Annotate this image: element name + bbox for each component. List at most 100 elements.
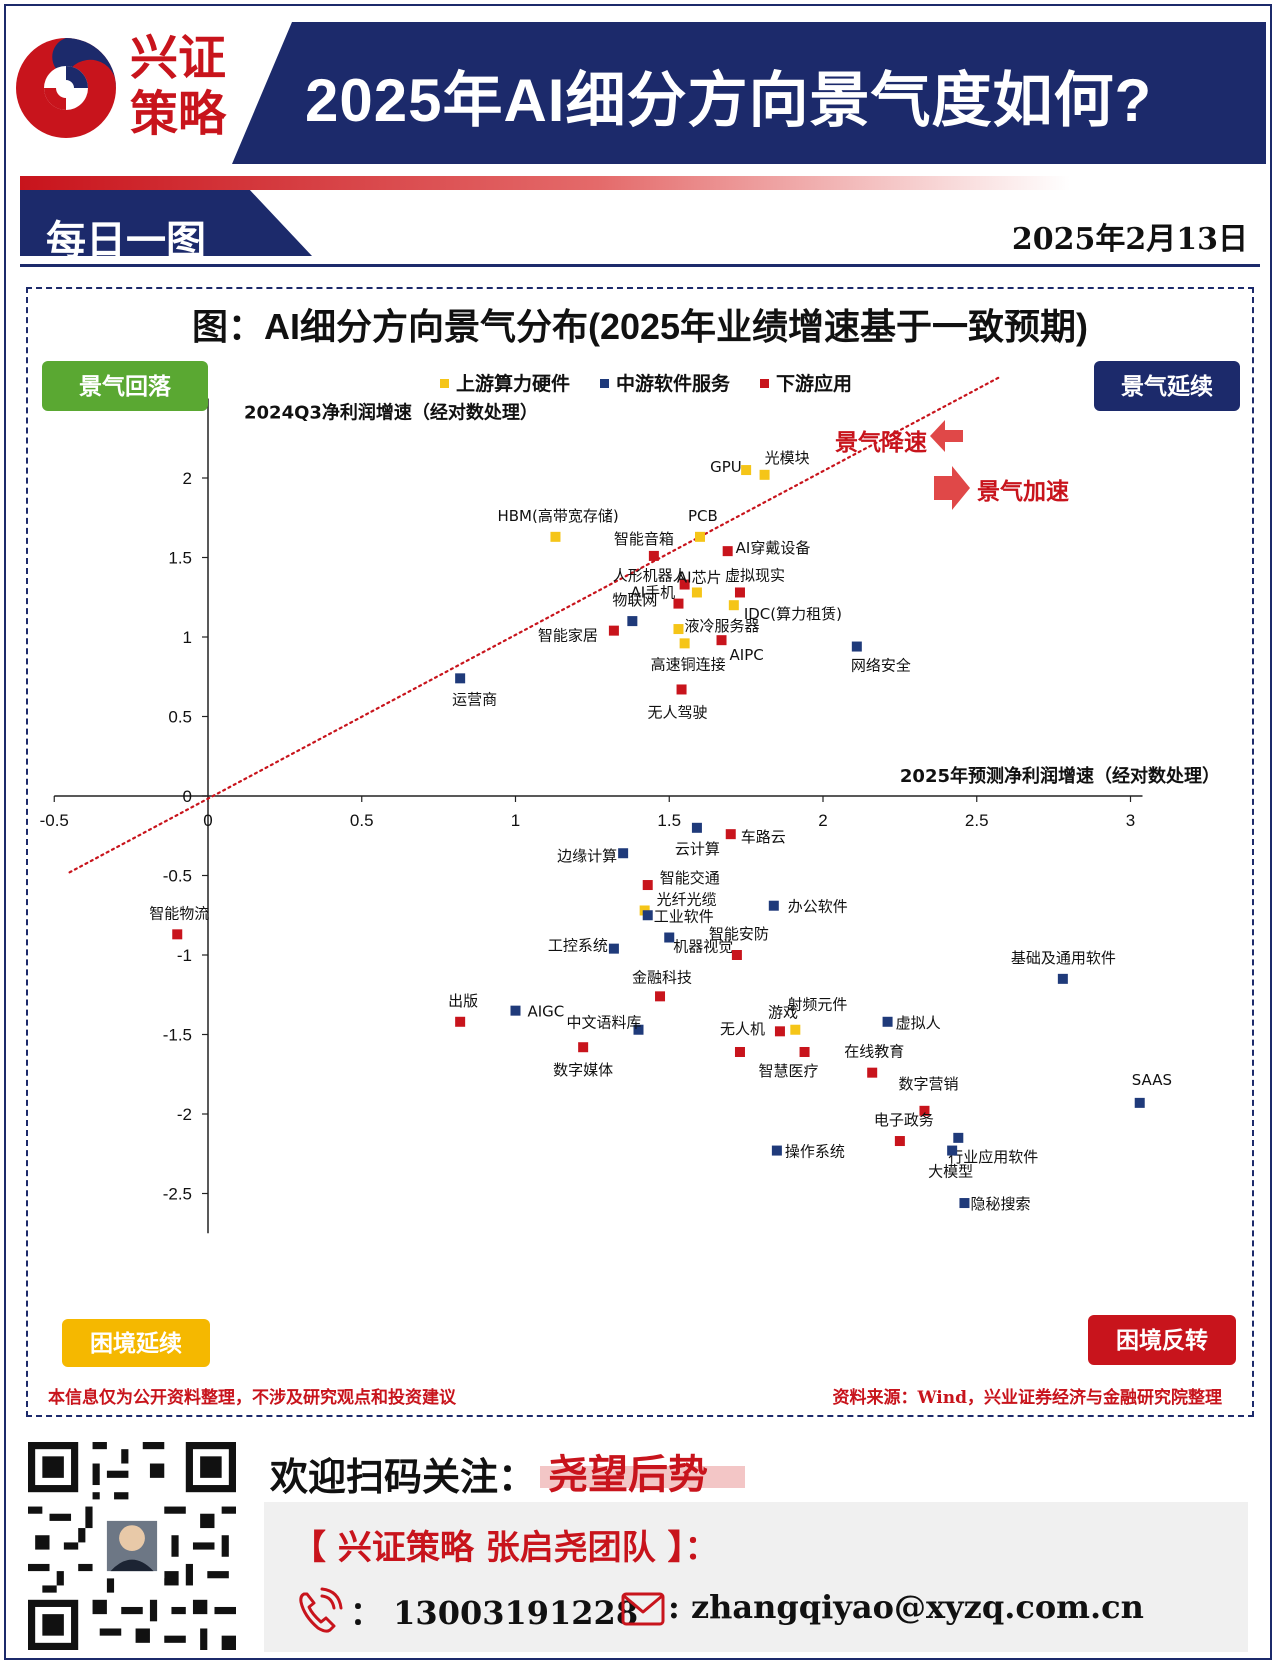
trendline — [68, 376, 1000, 874]
y-tick-label: -1.5 — [163, 1026, 192, 1045]
legend-marker — [440, 379, 449, 388]
point-label: 出版 — [448, 992, 478, 1010]
scatter-chart: -0.5 0 0.5 1 1.5 2 2.5 3 -2.5 -2 -1.5 -1 -0.5 0 0.5 1 1.… — [40, 361, 1240, 1367]
scatter-point — [1057, 973, 1068, 984]
point-label: 数字媒体 — [553, 1061, 613, 1079]
point-label: 物联网 — [612, 591, 657, 609]
point-label: 智能物流 — [149, 904, 209, 922]
scatter-point — [691, 587, 702, 598]
x-tick-label: 1 — [511, 811, 520, 830]
y-tick-label: 2 — [183, 469, 192, 488]
email-colon: : — [668, 1588, 680, 1626]
publish-date: 2025年2月13日 — [1011, 222, 1248, 257]
scatter-point — [919, 1105, 930, 1116]
scatter-point — [455, 1016, 466, 1027]
legend-label: 上游算力硬件 — [456, 372, 570, 395]
page-frame — [4, 4, 1272, 1660]
scatter-point — [947, 1145, 958, 1156]
point-label: 车路云 — [741, 828, 786, 846]
quadrant-top-left-badge — [42, 361, 208, 411]
scatter-point — [648, 550, 659, 561]
scatter-point — [608, 943, 619, 954]
scatter-point — [894, 1136, 905, 1147]
y-tick-label: 1.5 — [168, 549, 192, 568]
point-label: 中文语料库 — [567, 1014, 642, 1032]
y-axis-title: 2024Q3净利润增速（经对数处理） — [244, 402, 538, 424]
point-label: GPU — [710, 458, 742, 476]
point-label: 智能音箱 — [614, 530, 674, 548]
decel-arrow-icon — [930, 420, 963, 452]
point-label: SAAS — [1132, 1071, 1172, 1089]
scatter-point — [695, 531, 705, 542]
point-label: 电子政务 — [874, 1111, 934, 1129]
legend-label: 下游应用 — [776, 372, 852, 395]
phone-number[interactable]: ： 13003191228 — [350, 1588, 638, 1634]
point-label: 工业软件 — [654, 907, 714, 925]
point-label: 智能家居 — [538, 627, 598, 645]
scatter-point — [679, 638, 690, 649]
point-label: 云计算 — [675, 840, 720, 858]
point-label: IDC(算力租赁) — [744, 605, 842, 623]
point-label: 无人机 — [720, 1020, 765, 1038]
x-tick-label: 2.5 — [965, 811, 989, 830]
point-label: 机器视觉 — [673, 938, 733, 956]
legend-marker — [600, 379, 609, 388]
point-label: 无人驾驶 — [648, 703, 708, 721]
scatter-point — [550, 531, 561, 542]
y-tick-label: -2.5 — [163, 1185, 192, 1204]
brand-logo: 兴证 策略 — [14, 30, 244, 150]
scatter-point — [882, 1016, 893, 1027]
point-label: 智慧医疗 — [759, 1062, 819, 1080]
navy-divider — [20, 264, 1260, 267]
point-label: AI穿戴设备 — [736, 539, 811, 557]
point-label: 运营商 — [452, 690, 497, 708]
phone-icon — [299, 1587, 343, 1633]
y-tick-label: -1 — [177, 946, 192, 965]
scatter-point — [734, 587, 745, 598]
x-tick-label: 0 — [203, 811, 212, 830]
y-tick-label: -2 — [177, 1105, 192, 1124]
phone-value: 13003191228 — [393, 1594, 639, 1632]
point-label: 虚拟现实 — [725, 566, 785, 584]
scatter-point — [608, 625, 619, 636]
legend-marker — [760, 379, 769, 388]
point-label: HBM(高带宽存储) — [497, 507, 618, 525]
quadrant-top-left-label: 景气回落 — [79, 373, 172, 400]
scatter-point — [627, 616, 638, 627]
point-label: 智能安防 — [709, 925, 769, 943]
quadrant-bottom-left-label: 困境延续 — [90, 1330, 182, 1357]
point-label: 光纤光缆 — [657, 890, 717, 908]
y-tick-label: -0.5 — [163, 867, 192, 886]
scatter-point — [633, 1024, 644, 1035]
x-tick-label: 1.5 — [657, 811, 681, 830]
point-label: 高速铜连接 — [651, 655, 726, 673]
y-tick-label: 0 — [183, 787, 192, 806]
quadrant-bottom-left-badge — [62, 1319, 210, 1367]
qr-code-icon[interactable] — [28, 1442, 236, 1650]
daily-chart-tag: 每日一图 — [46, 217, 206, 264]
team-name: 【 兴证策略 张启尧团队 】： — [292, 1528, 719, 1568]
scatter-point — [799, 1046, 810, 1057]
title-banner-shape — [232, 22, 1266, 164]
y-tick-label: 1 — [183, 628, 192, 647]
quadrant-top-right-badge — [1094, 361, 1240, 411]
scatter-point — [691, 822, 702, 833]
scatter-point — [867, 1067, 878, 1078]
point-label: 虚拟人 — [896, 1014, 941, 1032]
email-address[interactable]: : zhangqiyao@xyzq.com.cn — [668, 1588, 1144, 1626]
scatter-point — [455, 673, 466, 684]
accel-arrow-icon — [934, 466, 970, 510]
point-label: PCB — [688, 507, 718, 525]
y-tick-label: 0.5 — [168, 708, 192, 727]
scatter-point — [771, 1145, 782, 1156]
follow-label: 欢迎扫码关注： — [270, 1454, 537, 1499]
disclaimer-text: 本信息仅为公开资料整理，不涉及研究观点和投资建议 — [48, 1388, 456, 1408]
header-banner — [20, 22, 1266, 256]
point-label: 数字营销 — [898, 1075, 958, 1093]
scatter-point — [959, 1198, 970, 1209]
follow-name-highlight — [540, 1466, 745, 1488]
point-label: 基础及通用软件 — [1011, 949, 1116, 967]
point-label: 行业应用软件 — [948, 1148, 1038, 1166]
scatter-point — [728, 600, 739, 611]
point-label: AI芯片 — [677, 568, 722, 586]
